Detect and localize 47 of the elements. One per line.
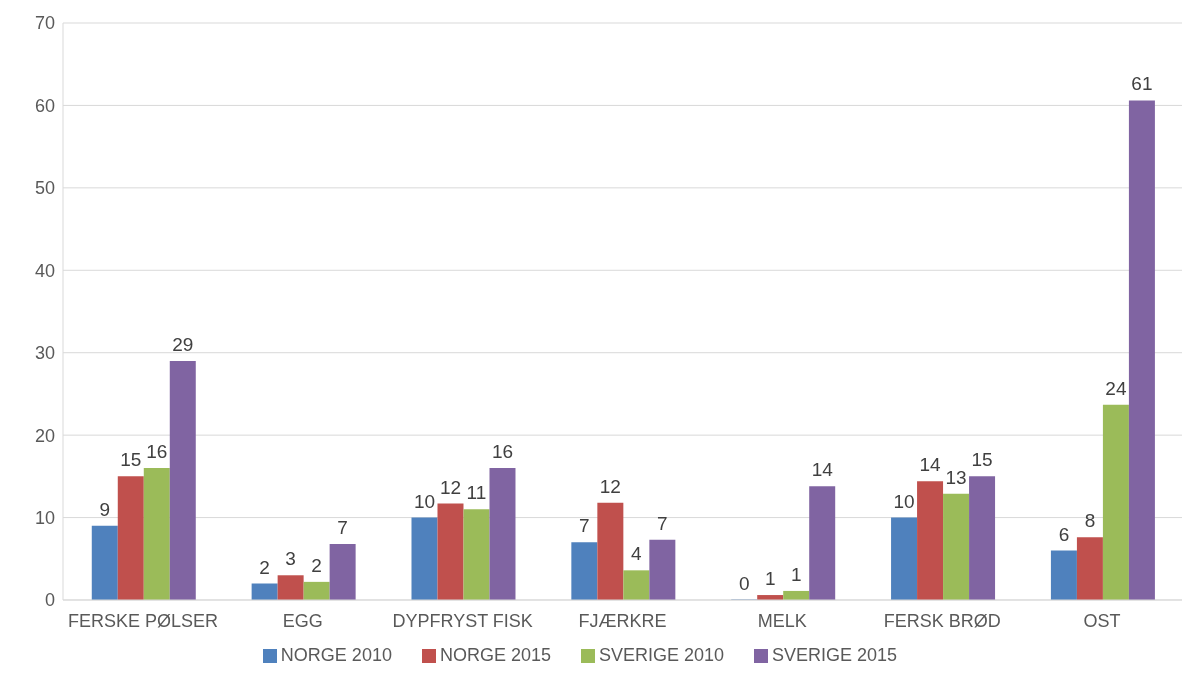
data-label: 16 — [146, 441, 168, 463]
data-label: 6 — [1058, 523, 1070, 545]
data-label: 7 — [337, 516, 348, 538]
y-tick-label: 0 — [44, 590, 55, 611]
data-label: 1 — [764, 568, 776, 590]
data-label: 14 — [811, 459, 834, 481]
legend-label: NORGE 2010 — [280, 645, 392, 665]
x-tick-label: FERSKE PØLSER — [67, 610, 218, 631]
data-label: 2 — [311, 554, 322, 576]
data-label: 12 — [439, 476, 462, 498]
data-label: 4 — [631, 543, 643, 565]
x-tick-label: FJÆRKRE — [578, 610, 667, 631]
y-tick-label: 30 — [34, 343, 55, 364]
data-label: 1 — [790, 563, 802, 585]
data-label: 9 — [99, 498, 111, 520]
x-tick-label: DYPFRYST FISK — [392, 610, 533, 631]
y-tick-label: 70 — [34, 13, 55, 34]
data-label: 2 — [259, 556, 270, 578]
data-label: 12 — [599, 475, 621, 497]
legend-label: SVERIGE 2015 — [772, 645, 898, 665]
legend-label: NORGE 2015 — [439, 645, 551, 665]
y-tick-label: 10 — [34, 507, 55, 528]
data-label: 7 — [579, 515, 590, 537]
x-tick-label: OST — [1083, 610, 1121, 631]
y-tick-label: 20 — [34, 425, 55, 446]
data-label: 24 — [1105, 377, 1127, 399]
data-label: 10 — [413, 490, 436, 512]
data-label: 13 — [945, 466, 967, 488]
data-label: 8 — [1084, 510, 1096, 532]
data-label: 14 — [919, 454, 942, 476]
data-label: 10 — [893, 490, 915, 512]
data-label: 7 — [657, 512, 668, 534]
x-tick-label: EGG — [282, 610, 323, 631]
data-label: 16 — [491, 441, 514, 463]
data-label: 15 — [971, 449, 993, 471]
data-label: 61 — [1131, 73, 1153, 95]
x-tick-label: MELK — [757, 610, 807, 631]
y-tick-label: 40 — [34, 260, 55, 281]
data-label: 3 — [285, 548, 296, 570]
x-tick-label: FERSK BRØD — [883, 610, 1001, 631]
data-label: 0 — [738, 572, 750, 594]
data-label: 29 — [172, 333, 194, 355]
y-tick-label: 60 — [34, 95, 55, 116]
data-label: 15 — [120, 449, 142, 471]
data-label: 11 — [466, 482, 487, 504]
y-tick-label: 50 — [34, 178, 55, 199]
legend-label: SVERIGE 2010 — [598, 645, 725, 665]
